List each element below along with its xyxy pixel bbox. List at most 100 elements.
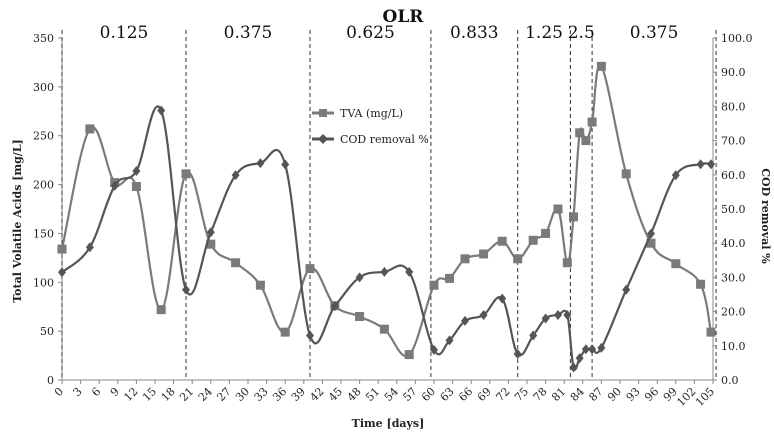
data-point-tva [355, 311, 365, 321]
data-point-cod [479, 310, 488, 321]
x-tick-label: 96 [642, 385, 661, 404]
right-y-tick-label: 10.0 [721, 340, 746, 353]
x-tick-label: 9 [108, 385, 122, 399]
data-point-cod [597, 342, 606, 353]
data-point-cod [588, 344, 597, 355]
x-tick-label: 57 [400, 385, 419, 404]
chart-title: OLR [383, 7, 425, 27]
x-tick-label: 42 [307, 385, 326, 404]
data-point-tva [497, 236, 507, 246]
data-point-tva [621, 169, 631, 179]
left-y-tick-label: 150 [33, 227, 54, 240]
legend-tva-marker [319, 109, 327, 117]
legend-item-cod: COD removal % [312, 133, 429, 146]
data-point-cod [182, 284, 190, 295]
x-axis-title: Time [days] [352, 417, 425, 430]
right-y-tick-label: 0.0 [721, 374, 739, 387]
data-point-tva [562, 258, 572, 268]
x-tick-label: 60 [419, 385, 438, 404]
data-point-tva [305, 264, 315, 274]
x-tick-label: 51 [363, 385, 382, 404]
x-tick-label: 27 [214, 385, 233, 404]
right-y-tick-label: 60.0 [721, 169, 746, 182]
x-tick-label: 54 [382, 385, 401, 404]
phase-olr-label: 1.25 [525, 23, 563, 43]
data-point-cod [554, 310, 562, 321]
data-point-cod [58, 267, 66, 278]
phase-olr-label: 0.375 [224, 23, 273, 43]
data-point-cod [430, 344, 438, 355]
data-point-cod [355, 272, 364, 283]
data-point-cod [647, 228, 655, 239]
data-point-tva [404, 350, 414, 360]
right-y-tick-label: 80.0 [721, 100, 746, 113]
data-point-cod [380, 266, 389, 277]
data-point-cod [529, 330, 538, 341]
x-tick-label: 30 [233, 385, 252, 404]
data-point-tva [541, 228, 551, 238]
data-point-tva [429, 280, 439, 290]
legend-item-tva: TVA (mg/L) [312, 107, 403, 120]
data-point-cod [256, 158, 265, 169]
data-point-tva [479, 249, 489, 259]
x-tick-label: 45 [326, 385, 345, 404]
x-tick-label: 105 [693, 385, 717, 409]
data-point-cod [445, 335, 454, 346]
x-tick-label: 75 [512, 385, 531, 404]
x-tick-label: 24 [196, 385, 215, 404]
data-point-cod [622, 284, 631, 295]
data-point-tva [696, 279, 706, 289]
data-point-tva [513, 254, 523, 264]
data-point-tva [460, 254, 470, 264]
data-point-tva [596, 61, 606, 71]
x-tick-label: 0 [52, 385, 66, 399]
data-point-cod [671, 170, 680, 181]
data-point-cod [306, 330, 314, 341]
data-point-cod [461, 315, 469, 326]
data-point-cod [157, 105, 166, 116]
data-point-tva [156, 305, 166, 315]
data-point-tva [57, 244, 67, 254]
data-point-cod [563, 310, 572, 321]
data-point-tva [581, 136, 591, 146]
data-point-tva [528, 235, 538, 245]
series-line-tva [60, 64, 713, 358]
x-tick-label: 3 [71, 385, 85, 399]
data-point-cod [696, 159, 705, 170]
x-tick-label: 33 [252, 385, 271, 404]
legend-tva-label: TVA (mg/L) [340, 107, 403, 120]
data-point-tva [553, 204, 563, 214]
data-point-cod [405, 266, 414, 277]
data-point-cod [513, 349, 522, 360]
x-tick-label: 39 [289, 385, 308, 404]
phase-olr-label: 0.125 [100, 23, 149, 43]
left-y-tick-label: 250 [33, 130, 54, 143]
data-point-cod [110, 180, 119, 191]
left-y-axis-title: Total Volatile Acids [mg/L] [11, 139, 24, 303]
x-tick-label: 6 [89, 385, 103, 399]
data-point-cod [206, 227, 215, 238]
x-tick-label: 87 [586, 385, 605, 404]
data-point-tva [280, 327, 290, 337]
x-tick-label: 81 [549, 385, 568, 404]
left-y-tick-label: 200 [33, 179, 54, 192]
x-tick-label: 12 [121, 385, 140, 404]
series-layer [57, 61, 716, 373]
legend: TVA (mg/L) COD removal % [312, 107, 429, 146]
right-y-axis-title: COD removal % [759, 168, 772, 264]
x-tick-label: 36 [270, 385, 289, 404]
x-tick-label: 15 [140, 385, 159, 404]
left-y-tick-label: 50 [40, 325, 54, 338]
legend-cod-marker [318, 134, 328, 144]
left-y-tick-label: 0 [47, 374, 54, 387]
data-point-cod [581, 344, 590, 355]
left-y-tick-label: 100 [33, 276, 54, 289]
data-point-cod [569, 362, 578, 373]
data-point-cod [85, 242, 94, 253]
data-point-tva [131, 182, 141, 192]
x-tick-label: 78 [531, 385, 550, 404]
right-y-tick-label: 90.0 [721, 66, 746, 79]
x-tick-label: 93 [624, 385, 643, 404]
x-tick-label: 18 [159, 385, 178, 404]
